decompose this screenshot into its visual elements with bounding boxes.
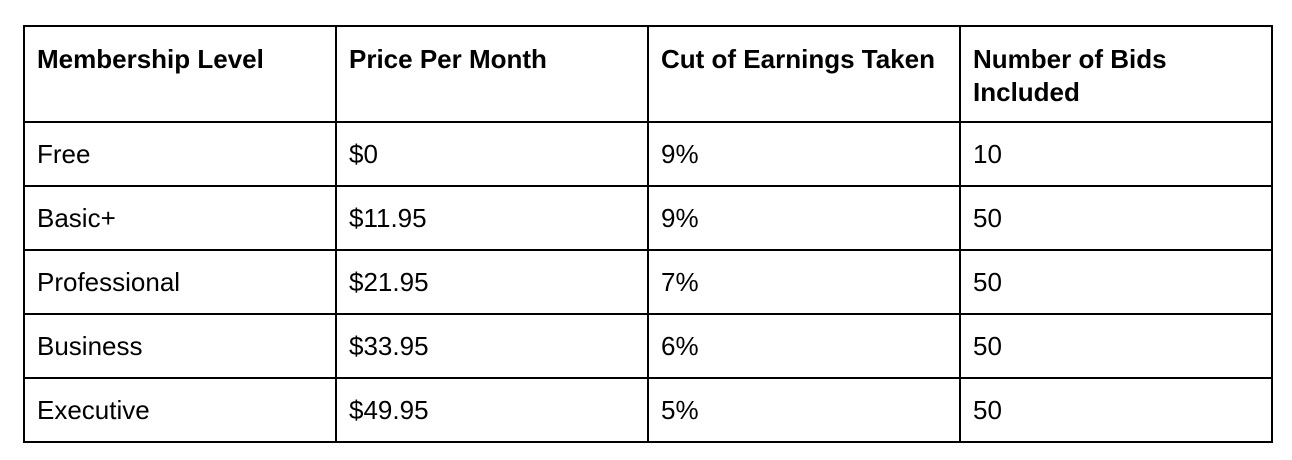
cell-bids: 50 xyxy=(959,313,1273,379)
cell-price: $21.95 xyxy=(335,249,649,315)
table-row: Free $0 9% 10 xyxy=(23,121,1273,187)
cell-membership-level: Basic+ xyxy=(23,185,337,251)
table-header-row: Membership Level Price Per Month Cut of … xyxy=(23,25,1273,123)
table-row: Basic+ $11.95 9% 50 xyxy=(23,185,1273,251)
cell-bids: 50 xyxy=(959,185,1273,251)
cell-price: $49.95 xyxy=(335,377,649,443)
cell-cut: 5% xyxy=(647,377,961,443)
cell-cut: 9% xyxy=(647,185,961,251)
cell-membership-level: Executive xyxy=(23,377,337,443)
table-row: Professional $21.95 7% 50 xyxy=(23,249,1273,315)
cell-price: $0 xyxy=(335,121,649,187)
cell-membership-level: Professional xyxy=(23,249,337,315)
cell-cut: 7% xyxy=(647,249,961,315)
membership-table: Membership Level Price Per Month Cut of … xyxy=(23,25,1273,443)
cell-bids: 10 xyxy=(959,121,1273,187)
table-row: Business $33.95 6% 50 xyxy=(23,313,1273,379)
cell-bids: 50 xyxy=(959,377,1273,443)
header-price-per-month: Price Per Month xyxy=(335,25,649,123)
cell-price: $33.95 xyxy=(335,313,649,379)
header-membership-level: Membership Level xyxy=(23,25,337,123)
cell-cut: 6% xyxy=(647,313,961,379)
cell-price: $11.95 xyxy=(335,185,649,251)
header-cut-of-earnings: Cut of Earnings Taken xyxy=(647,25,961,123)
cell-cut: 9% xyxy=(647,121,961,187)
header-number-of-bids: Number of Bids Included xyxy=(959,25,1273,123)
cell-membership-level: Business xyxy=(23,313,337,379)
table-row: Executive $49.95 5% 50 xyxy=(23,377,1273,443)
cell-membership-level: Free xyxy=(23,121,337,187)
membership-table-container: Membership Level Price Per Month Cut of … xyxy=(23,25,1273,443)
cell-bids: 50 xyxy=(959,249,1273,315)
